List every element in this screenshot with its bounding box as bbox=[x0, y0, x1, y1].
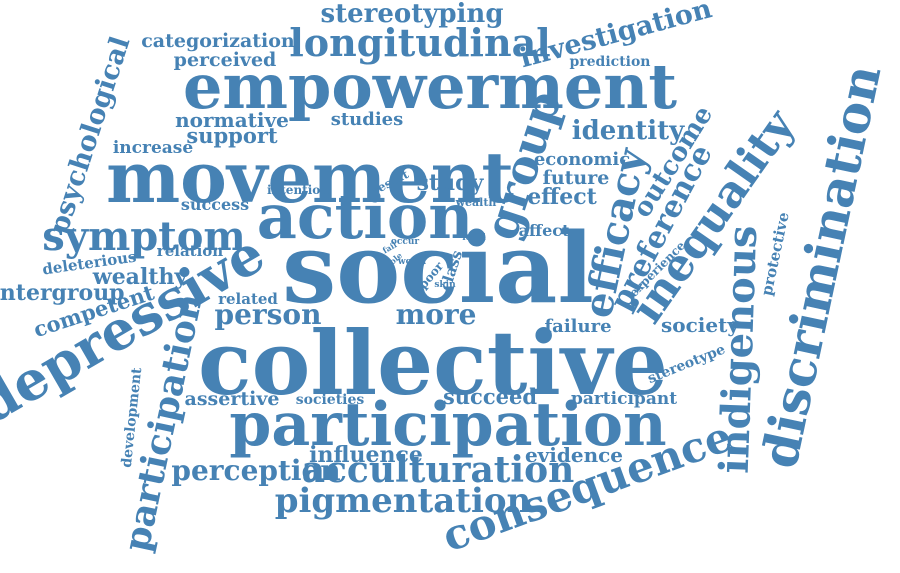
word-collective: collective bbox=[198, 311, 668, 415]
word-success: success bbox=[181, 195, 249, 214]
word-influence: influence bbox=[309, 442, 423, 468]
word-society: society bbox=[661, 313, 740, 337]
word-perceived: perceived bbox=[174, 49, 277, 71]
word-categorization: categorization bbox=[141, 30, 295, 52]
word-longitudinal: longitudinal bbox=[289, 20, 550, 65]
word-pigmentation: pigmentation bbox=[275, 481, 532, 521]
word-increase: increase bbox=[113, 138, 194, 158]
word-related: related bbox=[218, 290, 278, 308]
word-perception: perception bbox=[171, 454, 340, 487]
word-higher: economic bbox=[534, 149, 630, 170]
word-succeed: succeed bbox=[443, 384, 537, 409]
word-indigenous: indigenous bbox=[711, 225, 767, 475]
word-participation: participation bbox=[229, 390, 666, 460]
word-intergroup: intergroup bbox=[0, 280, 125, 306]
word-stereotyping: stereotyping bbox=[320, 0, 503, 29]
word-relation: relation bbox=[157, 242, 223, 260]
word-study: study bbox=[417, 170, 485, 196]
word-movement: movement bbox=[106, 136, 514, 219]
word-empowerment: empowerment bbox=[183, 50, 677, 123]
word-affect: affect bbox=[519, 221, 570, 240]
word-identity: identity bbox=[572, 116, 685, 146]
word-wealthy: wealthy bbox=[92, 264, 189, 290]
word-future: future bbox=[543, 167, 610, 189]
word-level: level bbox=[462, 233, 486, 243]
word-social: social bbox=[282, 212, 594, 325]
word-world: skin bbox=[434, 280, 456, 290]
word-intention: intention bbox=[267, 183, 329, 197]
word-evidence: evidence bbox=[525, 443, 623, 467]
word-person: person bbox=[215, 298, 322, 331]
word-support: support bbox=[186, 123, 278, 148]
word-symptom: symptom bbox=[42, 213, 246, 260]
word-effect: effect bbox=[527, 184, 597, 210]
word-assertive: assertive bbox=[185, 388, 280, 410]
word-action: action bbox=[257, 180, 474, 253]
word-participant: participant bbox=[571, 389, 677, 409]
word-fail: world bbox=[397, 257, 427, 267]
word-studies: studies bbox=[331, 109, 404, 130]
word-wealth: wealth bbox=[455, 196, 497, 209]
word-failure: failure bbox=[544, 316, 611, 337]
word-normative: normative bbox=[175, 108, 289, 132]
word-societies: societies bbox=[296, 392, 365, 408]
word-prediction: prediction bbox=[569, 54, 650, 70]
word-more: more bbox=[396, 298, 477, 331]
word-acculturation: acculturation bbox=[302, 449, 575, 491]
word-occur: occur bbox=[391, 237, 420, 247]
